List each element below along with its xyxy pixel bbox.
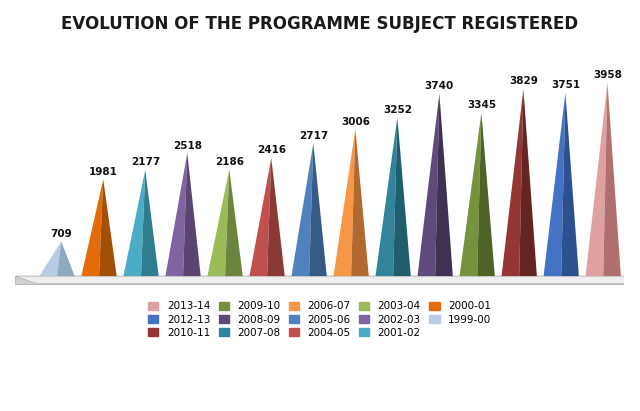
Polygon shape (309, 143, 327, 276)
Text: 3829: 3829 (509, 76, 538, 86)
Polygon shape (586, 83, 607, 276)
Polygon shape (417, 93, 440, 276)
Polygon shape (351, 129, 369, 276)
Legend: 2013-14, 2012-13, 2010-11, 2009-10, 2008-09, 2007-08, 2006-07, 2005-06, 2004-05,: 2013-14, 2012-13, 2010-11, 2009-10, 2008… (144, 297, 495, 342)
Title: EVOLUTION OF THE PROGRAMME SUBJECT REGISTERED: EVOLUTION OF THE PROGRAMME SUBJECT REGIS… (61, 15, 578, 33)
Polygon shape (99, 179, 116, 276)
Polygon shape (435, 93, 453, 276)
Polygon shape (393, 117, 411, 276)
Polygon shape (460, 113, 481, 276)
Polygon shape (183, 153, 201, 276)
Polygon shape (57, 241, 75, 276)
Text: 3751: 3751 (551, 80, 580, 90)
Polygon shape (40, 241, 61, 276)
Polygon shape (81, 179, 103, 276)
Polygon shape (502, 89, 524, 276)
Text: 2186: 2186 (215, 157, 244, 167)
Polygon shape (291, 143, 314, 276)
Text: 3740: 3740 (425, 81, 454, 91)
Polygon shape (225, 169, 243, 276)
Polygon shape (207, 169, 229, 276)
Polygon shape (124, 170, 145, 276)
Text: 709: 709 (51, 229, 72, 239)
Text: 3252: 3252 (383, 105, 412, 115)
Polygon shape (250, 158, 271, 276)
Text: 1981: 1981 (89, 167, 118, 177)
Polygon shape (477, 113, 495, 276)
Polygon shape (267, 158, 285, 276)
Text: 2177: 2177 (131, 157, 160, 167)
Polygon shape (376, 117, 397, 276)
Polygon shape (333, 129, 355, 276)
Polygon shape (543, 93, 565, 276)
Text: 2518: 2518 (173, 141, 202, 150)
Text: 2416: 2416 (257, 145, 286, 155)
Polygon shape (561, 93, 579, 276)
Text: 2717: 2717 (299, 131, 328, 141)
Text: 3006: 3006 (341, 117, 370, 127)
Polygon shape (604, 83, 621, 276)
Text: 3345: 3345 (467, 100, 496, 110)
Text: 3958: 3958 (593, 70, 622, 80)
Polygon shape (141, 170, 159, 276)
Polygon shape (15, 276, 624, 284)
Polygon shape (15, 276, 640, 284)
Polygon shape (165, 153, 188, 276)
Polygon shape (519, 89, 537, 276)
